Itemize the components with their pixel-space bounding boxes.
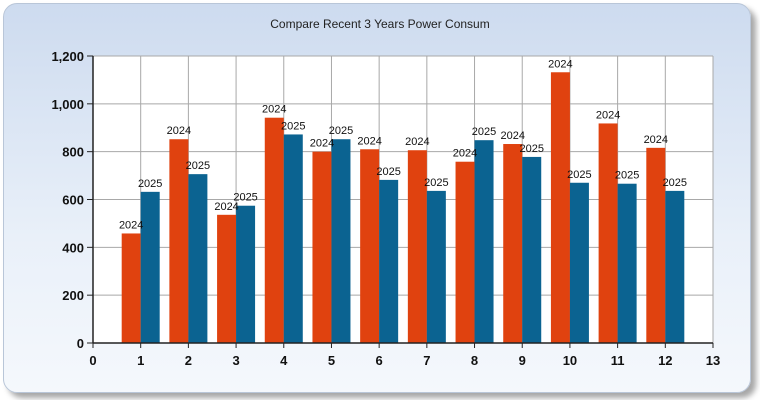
x-tick-label: 2: [185, 353, 192, 368]
data-label-2025: 2025: [138, 178, 162, 190]
bar-2024: [503, 144, 523, 343]
bar-2024: [646, 147, 666, 343]
bar-2025: [665, 190, 685, 343]
data-label-2025: 2025: [376, 166, 400, 178]
data-label-2025: 2025: [615, 170, 639, 182]
bar-2024: [264, 117, 284, 343]
x-tick-label: 12: [658, 353, 672, 368]
data-label-2024: 2024: [357, 135, 381, 147]
bar-2025: [331, 139, 351, 343]
data-label-2025: 2025: [519, 143, 543, 155]
data-label-2024: 2024: [214, 201, 238, 213]
bar-2025: [569, 182, 589, 343]
y-tick-label: 1,200: [51, 49, 84, 64]
bar-2025: [379, 179, 399, 343]
y-tick-label: 0: [77, 336, 84, 351]
y-tick-label: 600: [62, 193, 84, 208]
x-tick-label: 9: [519, 353, 526, 368]
bar-2024: [455, 161, 475, 343]
x-tick-label: 8: [471, 353, 478, 368]
bar-2025: [522, 156, 542, 343]
data-label-2024: 2024: [500, 130, 524, 142]
bar-2024: [169, 139, 189, 343]
x-tick-label: 7: [423, 353, 430, 368]
bar-2024: [598, 123, 618, 343]
y-tick-label: 1,000: [51, 97, 84, 112]
data-label-2024: 2024: [596, 109, 620, 121]
x-tick-label: 11: [611, 353, 625, 368]
data-label-2024: 2024: [167, 125, 191, 137]
data-label-2024: 2024: [548, 58, 572, 70]
bar-2025: [474, 140, 494, 343]
data-label-2024: 2024: [310, 138, 334, 150]
data-label-2025: 2025: [472, 126, 496, 138]
bar-2024: [360, 149, 380, 343]
data-label-2024: 2024: [405, 136, 429, 148]
y-tick-label: 400: [62, 240, 84, 255]
x-tick-label: 4: [280, 353, 288, 368]
x-tick-label: 5: [328, 353, 335, 368]
x-tick-label: 1: [137, 353, 144, 368]
bar-2025: [140, 191, 160, 343]
data-label-2024: 2024: [119, 219, 143, 231]
data-label-2024: 2024: [262, 104, 286, 116]
x-tick-label: 3: [232, 353, 239, 368]
data-label-2025: 2025: [186, 160, 210, 172]
x-tick-label: 0: [89, 353, 96, 368]
bar-2024: [312, 151, 332, 343]
bar-2025: [617, 183, 637, 343]
bar-2024: [121, 233, 141, 343]
bar-2024: [407, 150, 427, 343]
bar-2024: [550, 72, 570, 343]
data-label-2024: 2024: [453, 148, 477, 160]
bar-2024: [217, 214, 237, 343]
bar-2025: [188, 174, 208, 343]
data-label-2025: 2025: [233, 192, 257, 204]
y-tick-label: 200: [62, 288, 84, 303]
data-label-2025: 2025: [281, 120, 305, 132]
bar-2025: [236, 205, 256, 343]
data-label-2025: 2025: [567, 169, 591, 181]
x-tick-label: 10: [563, 353, 577, 368]
bar-2025: [426, 190, 446, 343]
bar-2025: [283, 134, 303, 343]
data-label-2025: 2025: [424, 177, 448, 189]
data-label-2024: 2024: [644, 134, 668, 146]
x-tick-label: 6: [376, 353, 383, 368]
y-tick-label: 800: [62, 145, 84, 160]
data-label-2025: 2025: [663, 177, 687, 189]
x-tick-label: 13: [706, 353, 720, 368]
chart-title: Compare Recent 3 Years Power Consum: [270, 17, 490, 31]
data-label-2025: 2025: [329, 125, 353, 137]
